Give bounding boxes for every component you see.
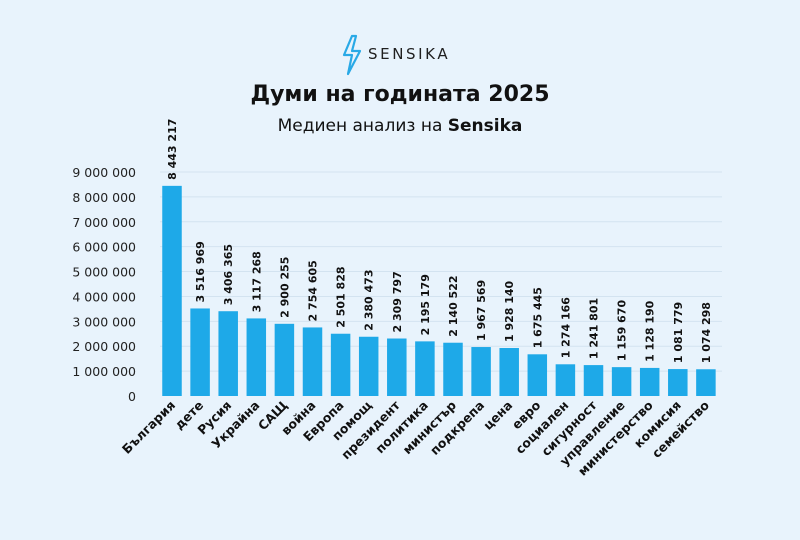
bar-value-label: 3 117 268: [250, 251, 263, 312]
bar: [218, 311, 238, 396]
y-tick-label: 4 000 000: [72, 289, 136, 304]
bar-value-label: 2 900 255: [278, 257, 291, 318]
bar-value-label: 2 140 522: [447, 275, 460, 336]
bar: [246, 318, 267, 396]
bar: [583, 365, 604, 396]
bar: [668, 369, 688, 396]
bar-value-label: 1 928 140: [503, 280, 516, 342]
y-tick-label: 5 000 000: [72, 265, 136, 280]
subtitle-prefix: Медиен анализ на: [277, 116, 448, 136]
bar-value-label: 8 443 217: [166, 119, 179, 180]
bar: [274, 323, 295, 396]
bar: [555, 364, 576, 396]
bar-value-label: 2 754 605: [307, 260, 320, 321]
bar: [499, 348, 519, 396]
lightning-bolt-icon: [342, 34, 362, 76]
y-tick-label: 6 000 000: [72, 240, 136, 255]
bar-value-label: 2 309 797: [391, 271, 404, 332]
bar-value-label: 2 501 828: [335, 266, 348, 327]
bar-value-label: 1 159 670: [616, 300, 629, 362]
y-tick-label: 7 000 000: [72, 215, 136, 230]
bar-value-label: 1 074 298: [700, 302, 713, 363]
bar: [302, 327, 323, 396]
chart-title: Думи на годината 2025: [250, 82, 550, 107]
bar: [639, 367, 660, 396]
x-category-label: цена: [480, 398, 515, 433]
y-tick-label: 0: [128, 389, 136, 404]
bar: [696, 369, 716, 396]
bar: [527, 354, 548, 396]
bar: [611, 367, 632, 396]
bar-value-label: 1 241 801: [588, 298, 601, 359]
bar: [415, 341, 435, 396]
bar: [471, 347, 491, 396]
bar-value-label: 1 081 779: [672, 302, 685, 363]
bar: [190, 308, 210, 396]
bar: [330, 333, 351, 396]
y-tick-label: 3 000 000: [72, 314, 136, 329]
bar-value-label: 2 195 179: [419, 274, 432, 335]
bar-value-label: 1 967 569: [475, 280, 488, 341]
y-tick-label: 2 000 000: [72, 339, 136, 354]
bar: [162, 185, 182, 396]
bar-value-label: 1 274 166: [559, 297, 572, 359]
chart-subtitle: Медиен анализ на Sensika: [0, 116, 800, 136]
subtitle-brand: Sensika: [447, 116, 523, 136]
bar-value-label: 3 406 365: [222, 244, 235, 305]
y-tick-label: 8 000 000: [72, 190, 136, 205]
brand-name: SENSIKA: [368, 45, 451, 63]
y-tick-label: 1 000 000: [72, 364, 136, 379]
bar: [443, 342, 463, 396]
x-category-label: България: [119, 398, 178, 457]
y-tick-label: 9 000 000: [72, 165, 136, 180]
bar-value-label: 2 380 473: [363, 270, 376, 331]
bar-value-label: 1 675 445: [531, 287, 544, 348]
bar: [358, 336, 379, 396]
brand-logo: SENSIKA: [340, 33, 460, 77]
bar-value-label: 3 516 969: [194, 241, 207, 302]
bar: [387, 338, 407, 396]
bar-value-label: 1 128 190: [644, 300, 657, 362]
